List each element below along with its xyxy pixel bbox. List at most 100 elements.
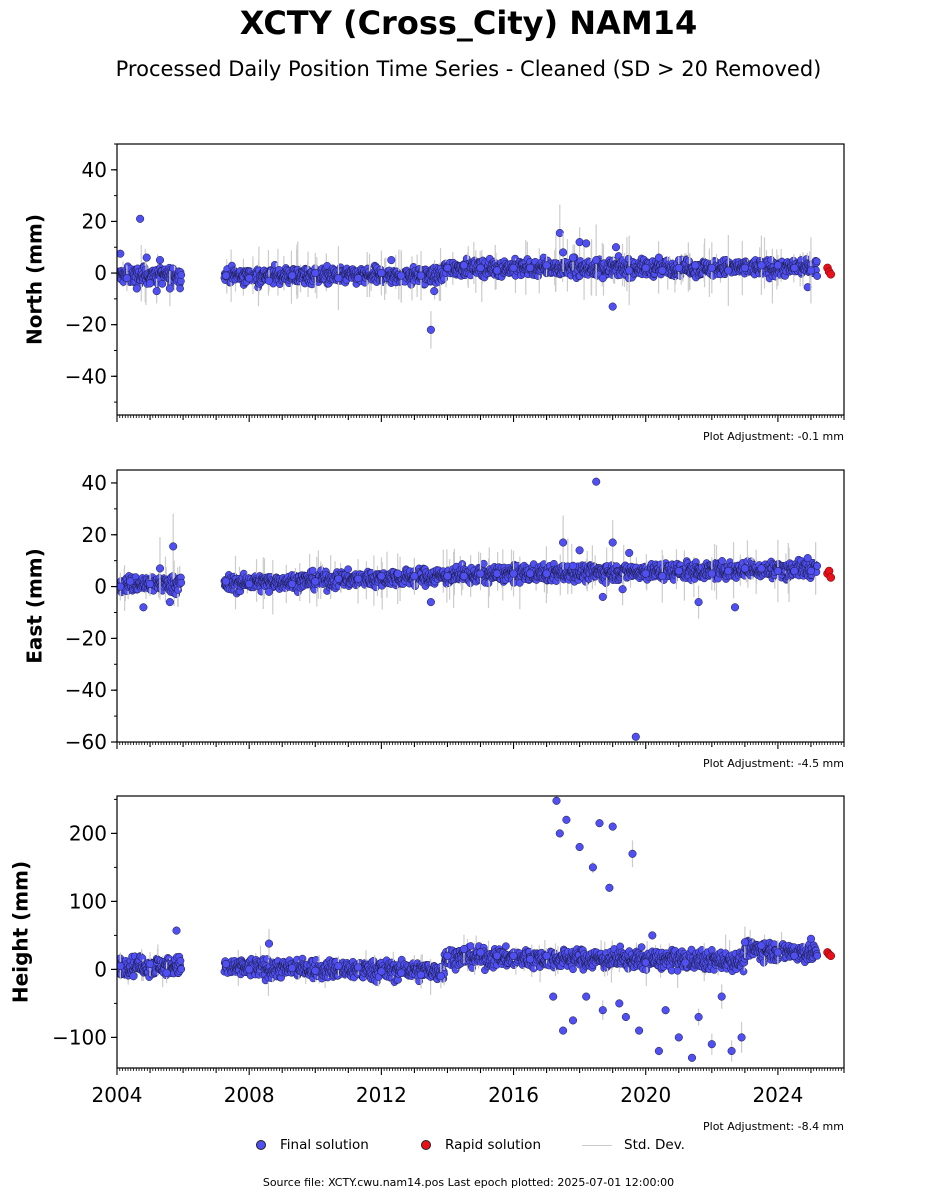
y-tick-label: 0 [94, 575, 107, 599]
chart-title: XCTY (Cross_City) NAM14 [239, 4, 698, 42]
final-point [598, 274, 607, 283]
final-point [136, 214, 145, 223]
final-point [526, 569, 535, 578]
final-point [177, 271, 186, 279]
final-point [492, 266, 502, 275]
final-point [344, 565, 352, 574]
final-point [142, 253, 151, 262]
final-point [145, 279, 155, 288]
final-point [740, 564, 749, 573]
final-point [443, 263, 452, 272]
final-point [509, 263, 518, 272]
final-point [387, 256, 396, 265]
final-point [813, 562, 822, 570]
final-point [559, 538, 568, 547]
final-point [245, 579, 254, 589]
final-point [674, 263, 683, 272]
final-point [264, 276, 274, 285]
panel-2: −60 −40 −20 0 20 40 East (mm) Plot Adjustment: … [23, 469, 845, 770]
final-point [608, 538, 617, 547]
final-point [152, 287, 161, 296]
final-point [397, 271, 406, 280]
final-point [139, 603, 148, 612]
final-point [288, 579, 297, 589]
final-point [582, 239, 591, 248]
y-tick-label: 20 [82, 523, 107, 547]
final-point [575, 546, 584, 555]
final-point [334, 574, 343, 583]
final-point [492, 569, 502, 578]
final-point [410, 572, 419, 581]
final-point [221, 577, 231, 586]
final-point [542, 261, 551, 270]
final-point [245, 274, 254, 283]
final-point [641, 263, 650, 272]
final-point [625, 266, 634, 275]
final-point [526, 263, 535, 272]
final-point [430, 287, 439, 296]
final-point [155, 564, 165, 573]
final-point [773, 566, 782, 576]
final-point [221, 271, 231, 280]
final-point [806, 266, 816, 275]
final-point [790, 263, 799, 272]
final-point [568, 253, 578, 262]
final-point [757, 261, 766, 270]
data-layer [117, 477, 836, 741]
final-point [476, 263, 485, 272]
final-point [625, 548, 634, 557]
final-point [145, 579, 155, 589]
y-tick-label: −60 [65, 730, 107, 754]
final-point [264, 587, 274, 596]
final-point [117, 582, 125, 591]
final-point [169, 542, 178, 551]
final-point [724, 266, 733, 275]
final-point [575, 238, 584, 247]
plot-adjustment-label: Plot Adjustment: -0.1 mm [703, 430, 844, 443]
final-point [311, 577, 320, 586]
final-point [813, 272, 822, 280]
final-point [757, 564, 766, 573]
final-point [354, 274, 363, 283]
final-point [177, 965, 186, 973]
final-point [132, 284, 141, 293]
data-layer [117, 796, 836, 1062]
final-point [334, 274, 343, 283]
y-tick-label: 40 [82, 158, 107, 182]
final-point [476, 569, 485, 578]
final-point [602, 579, 610, 587]
rapid-point [826, 573, 836, 582]
final-point [377, 572, 386, 581]
final-point [773, 261, 782, 270]
final-point [790, 566, 799, 576]
final-point [707, 569, 716, 578]
final-point [559, 248, 568, 257]
final-point [479, 559, 488, 568]
final-point [806, 566, 816, 576]
final-point [176, 284, 184, 293]
chart-subtitle: Processed Daily Position Time Series - C… [115, 57, 822, 81]
final-point [176, 956, 185, 965]
final-point [416, 271, 426, 280]
final-point [126, 577, 135, 586]
final-point [598, 592, 607, 601]
final-point [658, 266, 667, 275]
y-axis-label: North (mm) [23, 214, 47, 345]
final-point [542, 569, 551, 578]
final-point [592, 256, 601, 265]
rapid-point [826, 270, 836, 279]
final-point [155, 256, 165, 265]
final-point [555, 228, 564, 238]
final-point [641, 569, 650, 578]
final-point [393, 569, 402, 578]
final-point [611, 243, 621, 252]
final-point [592, 477, 601, 486]
y-axis-label: East (mm) [23, 548, 47, 664]
final-point [165, 598, 174, 607]
final-point [654, 253, 663, 262]
final-point [608, 302, 617, 311]
final-point [459, 261, 469, 270]
final-point [812, 257, 821, 266]
